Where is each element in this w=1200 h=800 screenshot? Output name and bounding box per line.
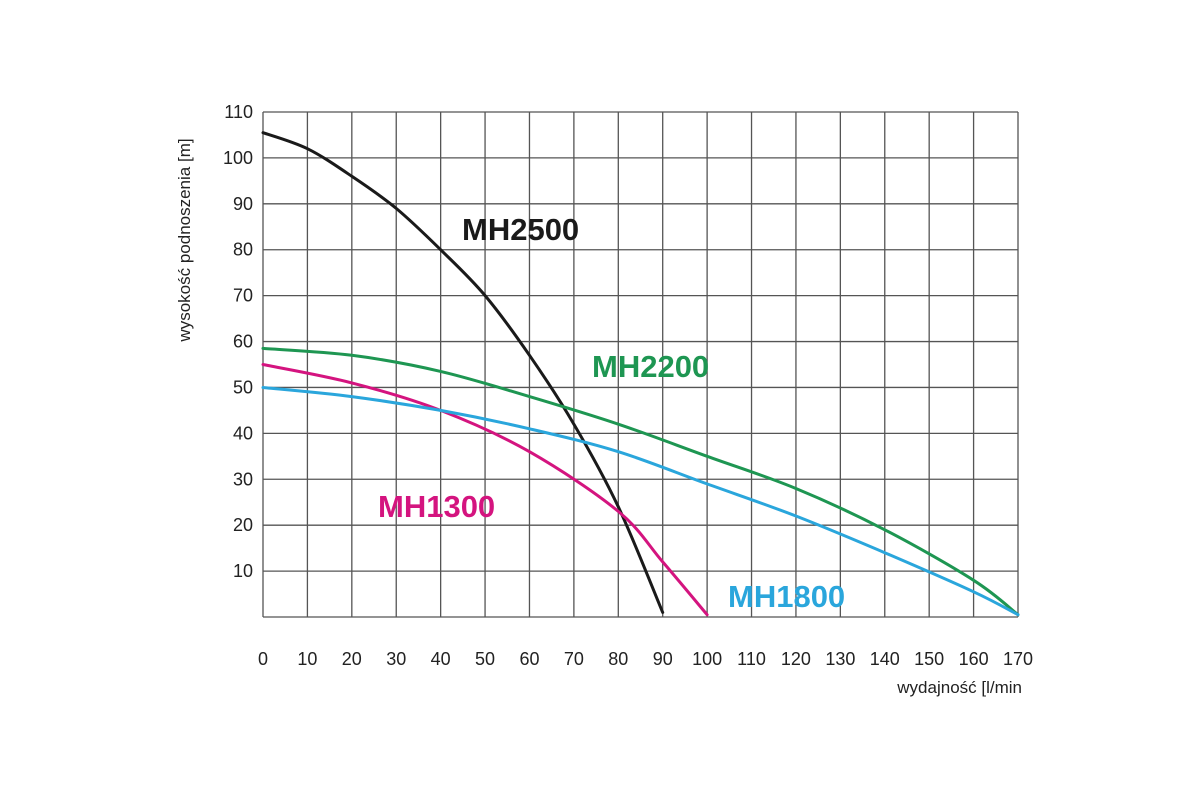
x-tick-label: 160 (959, 649, 989, 669)
x-tick-label: 90 (653, 649, 673, 669)
x-tick-label: 10 (297, 649, 317, 669)
y-tick-label: 10 (233, 561, 253, 581)
series-label-mh2200: MH2200 (592, 349, 709, 384)
series-line-mh2500 (261, 131, 665, 614)
y-tick-label: 70 (233, 286, 253, 306)
x-tick-label: 150 (914, 649, 944, 669)
y-tick-label: 20 (233, 515, 253, 535)
y-tick-label: 90 (233, 194, 253, 214)
series-line-mh2200 (261, 346, 1020, 617)
x-tick-label: 40 (431, 649, 451, 669)
series-line-mh1300 (261, 363, 709, 617)
y-tick-label: 100 (223, 148, 253, 168)
x-tick-label: 30 (386, 649, 406, 669)
x-axis-tick-labels: 0 10 20 30 40 50 60 70 80 90 100 110 120 130 140 150 160… (258, 649, 1033, 669)
x-tick-label: 70 (564, 649, 584, 669)
y-tick-label: 50 (233, 377, 253, 397)
x-tick-label: 0 (258, 649, 268, 669)
x-tick-label: 80 (608, 649, 628, 669)
series-label-mh1300: MH1300 (378, 489, 495, 524)
y-tick-label: 60 (233, 332, 253, 352)
x-axis-title: wydajność [l/min (896, 678, 1022, 697)
y-tick-label: 110 (224, 102, 253, 122)
series-line-mh1800 (261, 386, 1020, 617)
y-tick-label: 30 (233, 469, 253, 489)
x-tick-label: 120 (781, 649, 811, 669)
x-tick-label: 20 (342, 649, 362, 669)
y-axis-title: wysokość podnoszenia [m] (175, 138, 194, 342)
y-axis-tick-labels: 10 20 30 40 50 60 70 80 90 100 110 (223, 102, 253, 581)
series-label-mh2500: MH2500 (462, 212, 579, 247)
x-tick-label: 50 (475, 649, 495, 669)
series-label-mh1800: MH1800 (728, 579, 845, 614)
x-tick-label: 170 (1003, 649, 1033, 669)
x-tick-label: 110 (737, 649, 766, 669)
x-tick-label: 100 (692, 649, 722, 669)
x-tick-label: 140 (870, 649, 900, 669)
y-tick-label: 80 (233, 240, 253, 260)
y-tick-label: 40 (233, 423, 253, 443)
x-tick-label: 130 (825, 649, 855, 669)
x-tick-label: 60 (519, 649, 539, 669)
pump-curves (261, 131, 1020, 617)
